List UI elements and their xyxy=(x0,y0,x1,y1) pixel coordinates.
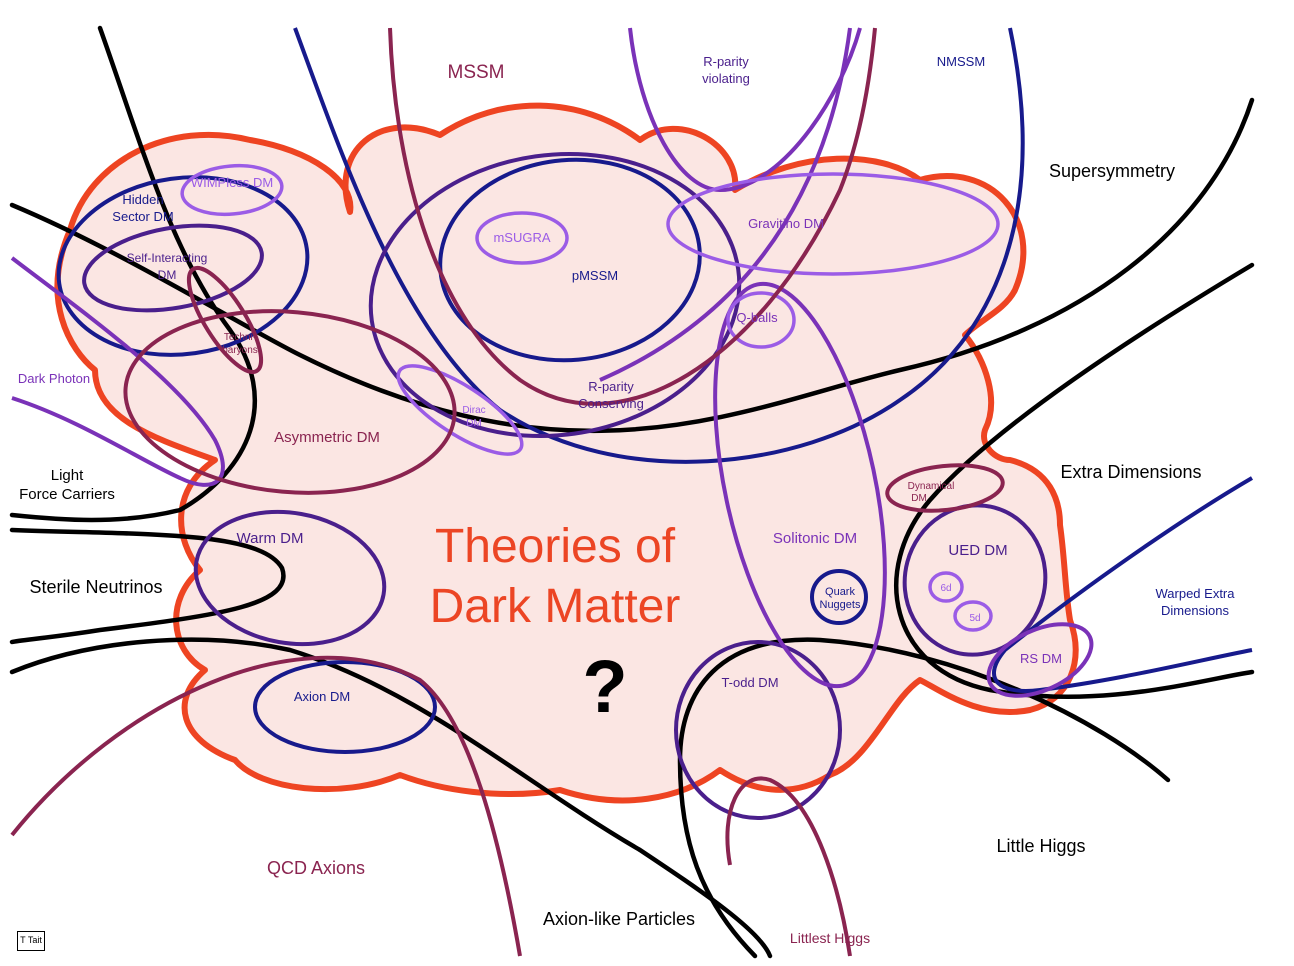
author-credit: T Tait xyxy=(17,931,45,951)
question-mark: ? xyxy=(582,645,627,728)
label-rparity-violating-1: R-parity xyxy=(703,54,749,69)
label-self-interacting-2: DM xyxy=(158,268,177,282)
label-warped-2: Dimensions xyxy=(1161,603,1229,618)
little-higgs-boundary xyxy=(677,637,1171,959)
label-ued: UED DM xyxy=(948,542,1007,559)
label-rparity-conserving-1: R-parity xyxy=(588,379,634,394)
label-dirac-2: DM xyxy=(466,418,482,429)
label-littlest-higgs: Littlest Higgs xyxy=(790,930,870,946)
todd-dm-ellipse xyxy=(674,640,842,820)
rparity-conserving-ellipse xyxy=(368,151,742,439)
label-light-force-2: Force Carriers xyxy=(19,486,115,503)
technibaryons-ellipse xyxy=(186,266,264,374)
title-line-2: Dark Matter xyxy=(430,580,681,633)
five-d-ellipse xyxy=(953,600,993,632)
dynamical-dm-ellipse xyxy=(885,463,1005,513)
label-nmssm: NMSSM xyxy=(937,54,985,69)
label-pmssm: pMSSM xyxy=(572,268,618,283)
nmssm-inner-boundary xyxy=(599,27,852,382)
label-mssm: MSSM xyxy=(448,62,505,83)
label-hidden-sector-2: Sector DM xyxy=(112,209,173,224)
label-axion-dm: Axion DM xyxy=(294,689,350,704)
label-qballs: Q-balls xyxy=(736,310,778,325)
light-force-carriers-boundary xyxy=(9,25,257,523)
label-msugra: mSUGRA xyxy=(493,230,550,245)
warped-extra-dimensions-boundary xyxy=(992,476,1254,693)
warm-dm-ellipse xyxy=(193,509,387,647)
label-little-higgs: Little Higgs xyxy=(996,836,1085,856)
label-light-force-1: Light xyxy=(51,467,84,484)
littlest-higgs-boundary xyxy=(725,776,852,957)
label-warped-1: Warped Extra xyxy=(1156,586,1236,601)
label-quark-nuggets-2: Nuggets xyxy=(820,599,861,611)
msugra-ellipse xyxy=(475,211,569,265)
qballs-ellipse xyxy=(726,291,796,349)
label-sterile: Sterile Neutrinos xyxy=(29,577,162,597)
label-technibaryons-1: Techni- xyxy=(224,332,256,343)
axion-like-boundary xyxy=(9,637,773,959)
label-todd: T-odd DM xyxy=(721,675,778,690)
label-qcd-axions: QCD Axions xyxy=(267,858,365,878)
label-five-d: 5d xyxy=(969,613,980,624)
label-supersymmetry: Supersymmetry xyxy=(1049,161,1175,181)
label-gravitino: Gravitino DM xyxy=(748,216,824,231)
self-interacting-dm-ellipse xyxy=(82,223,264,313)
dark-photon-boundary xyxy=(10,256,225,487)
sterile-neutrinos-boundary xyxy=(9,527,286,645)
label-quark-nuggets-1: Quark xyxy=(825,586,855,598)
theories-cloud xyxy=(54,102,1079,804)
gravitino-dm-ellipse xyxy=(666,172,1000,276)
label-dynamical-1: Dynamical xyxy=(908,481,955,492)
mssm-boundary xyxy=(293,27,1025,464)
dirac-dm-ellipse xyxy=(396,364,524,456)
label-warm: Warm DM xyxy=(237,530,304,547)
label-six-d: 6d xyxy=(940,583,951,594)
qcd-axions-boundary xyxy=(10,655,522,957)
quark-nuggets-ellipse xyxy=(810,569,868,625)
label-axion-like: Axion-like Particles xyxy=(543,909,695,929)
wimpless-dm-ellipse xyxy=(180,163,284,217)
title-line-1: Theories of xyxy=(435,520,676,573)
label-rs: RS DM xyxy=(1020,651,1062,666)
ued-dm-ellipse xyxy=(902,503,1048,657)
label-dirac-1: Dirac xyxy=(462,405,485,416)
label-hidden-sector-1: Hidden xyxy=(122,192,163,207)
asymmetric-dm-ellipse xyxy=(123,309,457,495)
label-dynamical-2: DM xyxy=(911,493,927,504)
label-solitonic: Solitonic DM xyxy=(773,530,857,547)
six-d-ellipse xyxy=(928,571,964,603)
label-rparity-violating-2: violating xyxy=(702,71,750,86)
rparity-violating-boundary xyxy=(628,27,862,193)
extra-dimensions-boundary xyxy=(894,262,1255,700)
mssm-maroon-boundary xyxy=(388,27,877,406)
rs-dm-ellipse xyxy=(986,622,1094,698)
solitonic-dm-ellipse xyxy=(713,281,887,689)
label-self-interacting-1: Self-Interacting xyxy=(127,251,208,265)
label-extra-dimensions: Extra Dimensions xyxy=(1060,462,1201,482)
hidden-sector-dm-ellipse xyxy=(56,175,310,357)
label-asymmetric: Asymmetric DM xyxy=(274,429,380,446)
label-rparity-conserving-2: Conserving xyxy=(578,396,644,411)
label-technibaryons-2: baryons xyxy=(222,345,258,356)
axion-dm-ellipse xyxy=(253,660,437,754)
label-dark-photon: Dark Photon xyxy=(18,371,90,386)
label-wimpless: WIMPless DM xyxy=(191,175,273,190)
